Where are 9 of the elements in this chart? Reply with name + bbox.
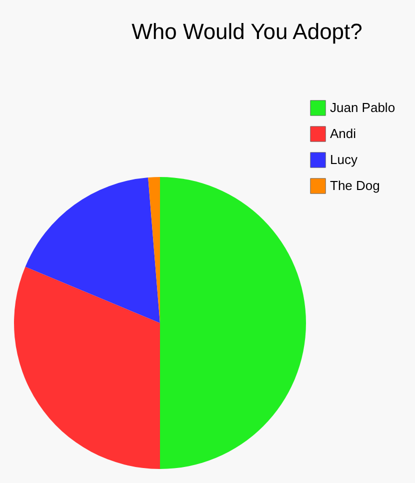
chart-title: Who Would You Adopt? bbox=[132, 19, 362, 44]
legend-label: The Dog bbox=[330, 178, 380, 193]
pie-slice bbox=[25, 177, 160, 323]
legend-label: Juan Pablo bbox=[330, 100, 396, 115]
pie-slice bbox=[14, 266, 160, 469]
pie-slice bbox=[160, 177, 306, 469]
legend-label: Lucy bbox=[330, 152, 358, 167]
legend-label: Andi bbox=[330, 126, 356, 141]
pie-slice bbox=[148, 177, 160, 323]
